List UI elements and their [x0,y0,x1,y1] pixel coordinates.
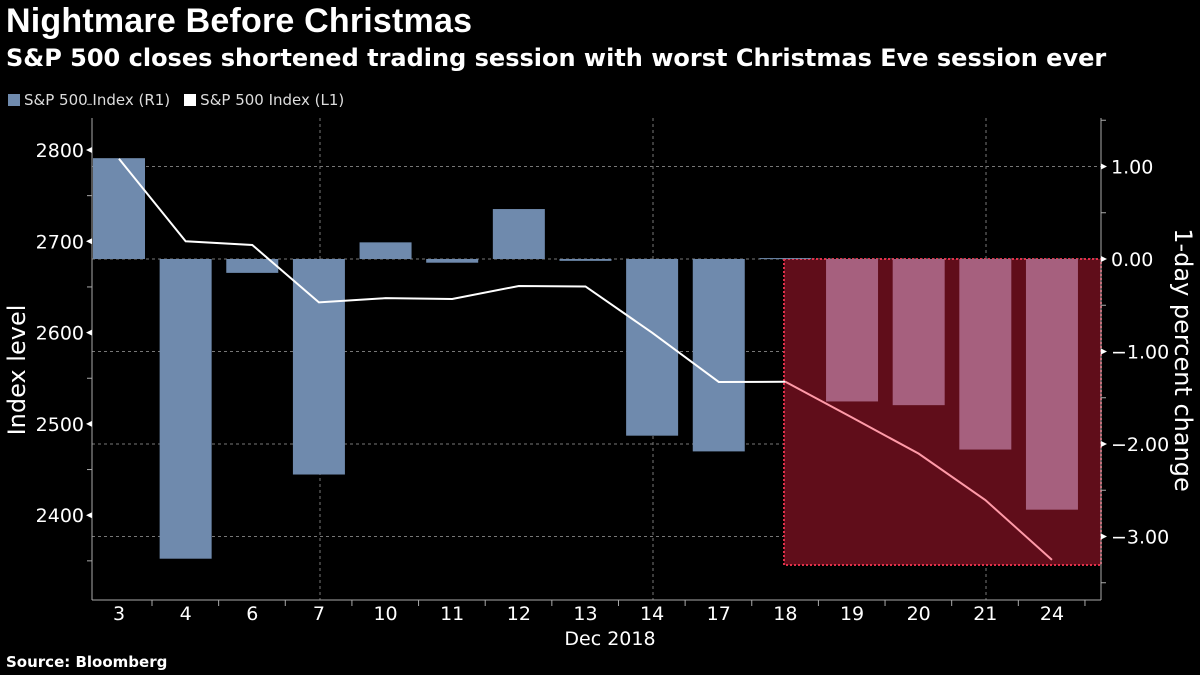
x-tick-label: 12 [507,603,531,625]
right-axis-label: 1-day percent change [1169,228,1197,492]
bar-12 [492,209,545,259]
left-axis-label: Index level [3,305,31,436]
index-line-highlighted [784,380,1053,561]
bar-14 [626,259,679,436]
x-tick-label: 17 [707,603,731,625]
source-note: Source: Bloomberg [6,653,168,671]
right-tick-mark [1101,441,1107,447]
right-tick-label: −1.00 [1111,342,1169,364]
x-tick-label: 10 [373,603,397,625]
x-tick-label: 11 [440,603,464,625]
legend-item-bars: S&P 500 Index (R1) [8,91,170,109]
left-tick-label: 2700 [36,231,84,253]
x-tick-label: 4 [180,603,192,625]
x-tick-label: 3 [113,603,125,625]
right-tick-label: −2.00 [1111,434,1169,456]
legend: S&P 500 Index (R1) S&P 500 Index (L1) [8,91,344,109]
x-tick-label: 14 [640,603,664,625]
left-tick-mark [86,420,92,427]
left-tick-label: 2400 [36,505,84,527]
right-tick-mark [1101,163,1107,170]
x-tick-label: 24 [1040,603,1064,625]
x-axis-label: Dec 2018 [564,628,655,650]
bar-17 [692,259,745,452]
bar-4 [159,259,212,559]
bar-21 [959,259,1012,450]
right-tick-mark [1101,533,1107,540]
x-tick-label: 21 [973,603,997,625]
right-tick-label: 1.00 [1111,157,1153,179]
legend-label: S&P 500 Index (R1) [24,91,171,109]
bar-10 [359,242,412,259]
x-tick-label: 18 [773,603,797,625]
index-line [118,158,786,383]
legend-label: S&P 500 Index (L1) [200,91,345,109]
legend-swatch-line [184,94,197,106]
left-tick-mark [86,238,92,245]
bar-19 [826,259,879,402]
right-tick-label: 0.00 [1111,249,1153,271]
bar-7 [292,259,345,475]
chart-title: Nightmare Before Christmas [6,2,473,40]
bar-11 [426,259,479,263]
bar-3 [93,158,145,259]
bar-24 [1025,259,1078,510]
bar-20 [892,259,945,406]
bar-13 [559,259,612,261]
legend-item-line: S&P 500 Index (L1) [184,91,344,109]
legend-swatch-bars [8,94,20,106]
right-tick-mark [1101,348,1107,355]
x-tick-label: 20 [907,603,931,625]
left-tick-mark [86,512,92,519]
left-tick-mark [86,329,92,336]
right-tick-mark [1101,256,1107,262]
left-tick-mark [86,147,92,153]
right-tick-label: −3.00 [1111,527,1169,549]
left-tick-label: 2600 [36,323,84,345]
left-tick-label: 2500 [36,414,84,436]
bar-18 [759,258,812,260]
bar-6 [226,259,279,273]
x-tick-label: 7 [313,603,325,625]
chart-subtitle: S&P 500 closes shortened trading session… [6,44,1107,72]
x-tick-label: 6 [246,603,258,625]
x-tick-label: 19 [840,603,864,625]
left-tick-label: 2800 [36,140,84,162]
x-tick-label: 13 [573,603,597,625]
